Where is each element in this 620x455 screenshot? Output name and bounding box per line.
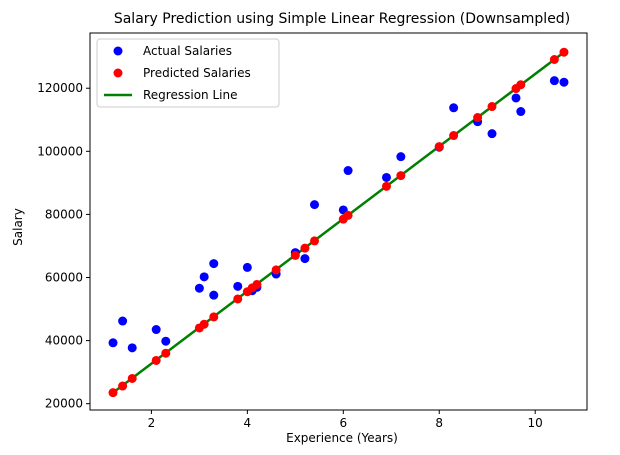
actual-salary-point <box>396 152 406 162</box>
predicted-salary-point <box>549 55 559 65</box>
actual-salary-point <box>194 283 204 293</box>
chart-title: Salary Prediction using Simple Linear Re… <box>114 11 570 27</box>
actual-salary-point <box>108 338 118 348</box>
actual-salary-point <box>300 254 310 264</box>
x-tick-label: 10 <box>528 416 543 430</box>
predicted-salary-point <box>127 373 137 383</box>
predicted-salary-point <box>161 348 171 358</box>
predicted-salary-point <box>343 210 353 220</box>
actual-salary-point <box>233 281 243 291</box>
predicted-salary-point <box>559 47 569 57</box>
predicted-salary-point <box>310 236 320 246</box>
actual-salary-point <box>487 129 497 139</box>
predicted-salary-point <box>233 294 243 304</box>
predicted-salary-point <box>473 113 483 123</box>
predicted-salary-point <box>300 243 310 253</box>
y-tick-label: 100000 <box>37 144 83 158</box>
predicted-salary-point <box>271 265 281 275</box>
y-tick-label: 40000 <box>45 334 83 348</box>
actual-salary-point <box>310 200 320 210</box>
legend-label: Regression Line <box>143 88 237 102</box>
actual-salary-point <box>161 336 171 346</box>
y-tick-label: 120000 <box>37 81 83 95</box>
x-tick-label: 8 <box>435 416 443 430</box>
predicted-salary-point <box>209 312 219 322</box>
x-axis: 2 4 6 8 10 <box>148 410 543 430</box>
actual-salary-point <box>199 272 209 282</box>
x-tick-label: 2 <box>148 416 156 430</box>
actual-salary-point <box>516 107 526 117</box>
actual-salary-point <box>511 93 521 103</box>
actual-salary-point <box>549 76 559 86</box>
x-tick-label: 6 <box>339 416 347 430</box>
y-tick-label: 80000 <box>45 207 83 221</box>
actual-salary-point <box>127 343 137 353</box>
actual-salary-point <box>242 262 252 272</box>
actual-salary-point <box>343 166 353 176</box>
legend: Actual Salaries Predicted Salaries Regress… <box>96 38 280 108</box>
actual-salary-point <box>209 259 219 269</box>
predicted-salary-point <box>252 279 262 289</box>
predicted-salary-point <box>434 142 444 152</box>
y-tick-label: 60000 <box>45 270 83 284</box>
actual-salary-point <box>449 103 459 113</box>
actual-salary-point <box>118 316 128 326</box>
actual-salary-point <box>381 172 391 182</box>
predicted-salary-point <box>199 319 209 329</box>
predicted-salary-point <box>449 131 459 141</box>
actual-salary-point <box>151 325 161 335</box>
plot-area <box>108 47 569 398</box>
predicted-salary-point <box>516 80 526 90</box>
x-tick-label: 4 <box>244 416 252 430</box>
actual-salary-point <box>209 290 219 300</box>
legend-label: Predicted Salaries <box>143 66 251 80</box>
y-tick-label: 20000 <box>45 397 83 411</box>
predicted-salary-point <box>396 171 406 181</box>
predicted-salary-point <box>151 355 161 365</box>
y-axis-label: Salary <box>11 208 25 246</box>
predicted-salary-point <box>381 181 391 191</box>
predicted-salary-point <box>118 381 128 391</box>
legend-marker <box>113 46 123 56</box>
predicted-salary-point <box>108 388 118 398</box>
x-axis-label: Experience (Years) <box>286 431 398 445</box>
y-axis: 20000 40000 60000 80000 100000 120000 <box>37 81 90 411</box>
actual-salary-point <box>559 77 569 87</box>
legend-label: Actual Salaries <box>143 44 232 58</box>
predicted-salary-point <box>487 102 497 112</box>
axes-frame <box>89 32 588 411</box>
legend-marker <box>113 68 123 78</box>
predicted-salary-point <box>290 250 300 260</box>
legend-box <box>96 38 280 108</box>
